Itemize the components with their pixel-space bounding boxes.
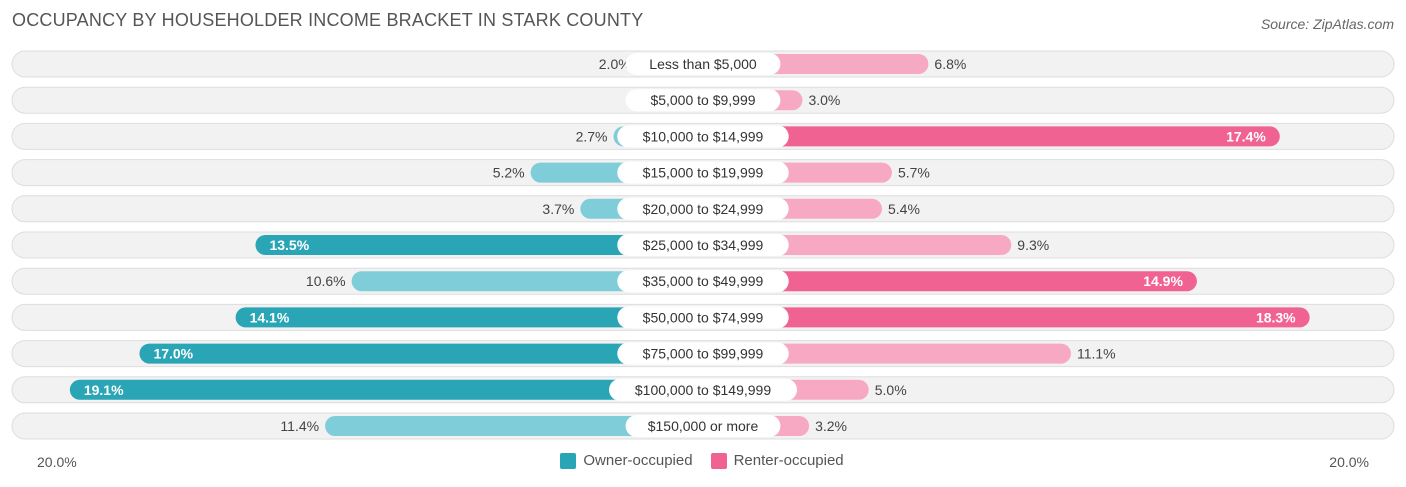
renter-bar <box>703 343 1071 364</box>
renter-value-label: 5.4% <box>888 201 920 217</box>
legend-owner-label: Owner-occupied <box>583 452 693 469</box>
category-label-bg <box>609 378 797 401</box>
category-label-bg <box>625 89 781 112</box>
renter-value-label: 5.7% <box>898 165 930 181</box>
owner-bar <box>69 379 703 400</box>
category-label: $5,000 to $9,999 <box>650 92 755 108</box>
category-label-bg <box>617 342 789 365</box>
renter-value-label: 6.8% <box>934 56 966 72</box>
renter-value-label: 17.4% <box>1226 128 1266 144</box>
renter-value-label: 3.0% <box>808 92 840 108</box>
category-label: $50,000 to $74,999 <box>643 309 764 325</box>
owner-bar <box>325 416 703 436</box>
category-label-bg <box>617 234 789 256</box>
legend-renter-swatch <box>710 452 727 469</box>
renter-value-label: 11.1% <box>1077 346 1116 362</box>
category-label: Less than $5,000 <box>649 56 757 72</box>
owner-value-label: 5.2% <box>493 165 525 181</box>
owner-value-label: 14.1% <box>250 309 290 325</box>
owner-value-label: 11.4% <box>280 418 319 434</box>
chart-title: OCCUPANCY BY HOUSEHOLDER INCOME BRACKET … <box>12 10 644 30</box>
category-label-bg <box>617 125 789 148</box>
renter-value-label: 9.3% <box>1017 237 1049 253</box>
renter-bar <box>703 271 1197 292</box>
category-label-bg <box>625 53 781 75</box>
owner-value-label: 2.7% <box>576 128 608 144</box>
owner-value-label: 3.7% <box>542 201 574 217</box>
axis-right-label: 20.0% <box>1329 454 1369 470</box>
renter-value-label: 5.0% <box>875 382 907 398</box>
category-label: $20,000 to $24,999 <box>643 201 764 217</box>
legend-owner: Owner-occupied <box>560 452 693 469</box>
owner-value-label: 13.5% <box>269 237 309 253</box>
category-label-bg <box>617 306 789 329</box>
owner-value-label: 19.1% <box>84 382 124 398</box>
category-label-bg <box>617 197 789 220</box>
renter-bar <box>703 307 1310 328</box>
owner-bar <box>351 271 703 292</box>
category-label: $150,000 or more <box>648 418 759 434</box>
category-label: $75,000 to $99,999 <box>643 346 764 362</box>
owner-value-label: 2.0% <box>599 56 631 72</box>
renter-value-label: 14.9% <box>1143 273 1183 289</box>
axis-left-label: 20.0% <box>37 454 77 470</box>
source-label: Source: ZipAtlas.com <box>1260 16 1394 32</box>
owner-bar <box>235 307 703 328</box>
category-label: $25,000 to $34,999 <box>643 237 764 253</box>
renter-value-label: 3.2% <box>815 418 847 434</box>
owner-value-label: 17.0% <box>153 346 193 362</box>
legend-renter: Renter-occupied <box>710 452 844 469</box>
owner-bar <box>139 343 703 364</box>
category-label-bg <box>617 270 789 293</box>
category-label: $35,000 to $49,999 <box>643 273 764 289</box>
legend-renter-label: Renter-occupied <box>733 452 844 469</box>
owner-value-label: 10.6% <box>306 273 346 289</box>
renter-value-label: 18.3% <box>1256 309 1296 325</box>
category-label-bg <box>617 161 789 184</box>
legend-owner-swatch <box>560 452 577 469</box>
category-label-bg <box>625 415 781 437</box>
category-label: $10,000 to $14,999 <box>643 128 764 144</box>
renter-bar <box>703 126 1280 147</box>
category-label: $100,000 to $149,999 <box>635 382 771 398</box>
owner-bar <box>255 235 703 255</box>
legend: Owner-occupied Renter-occupied <box>0 452 1406 469</box>
category-label: $15,000 to $19,999 <box>643 165 764 181</box>
